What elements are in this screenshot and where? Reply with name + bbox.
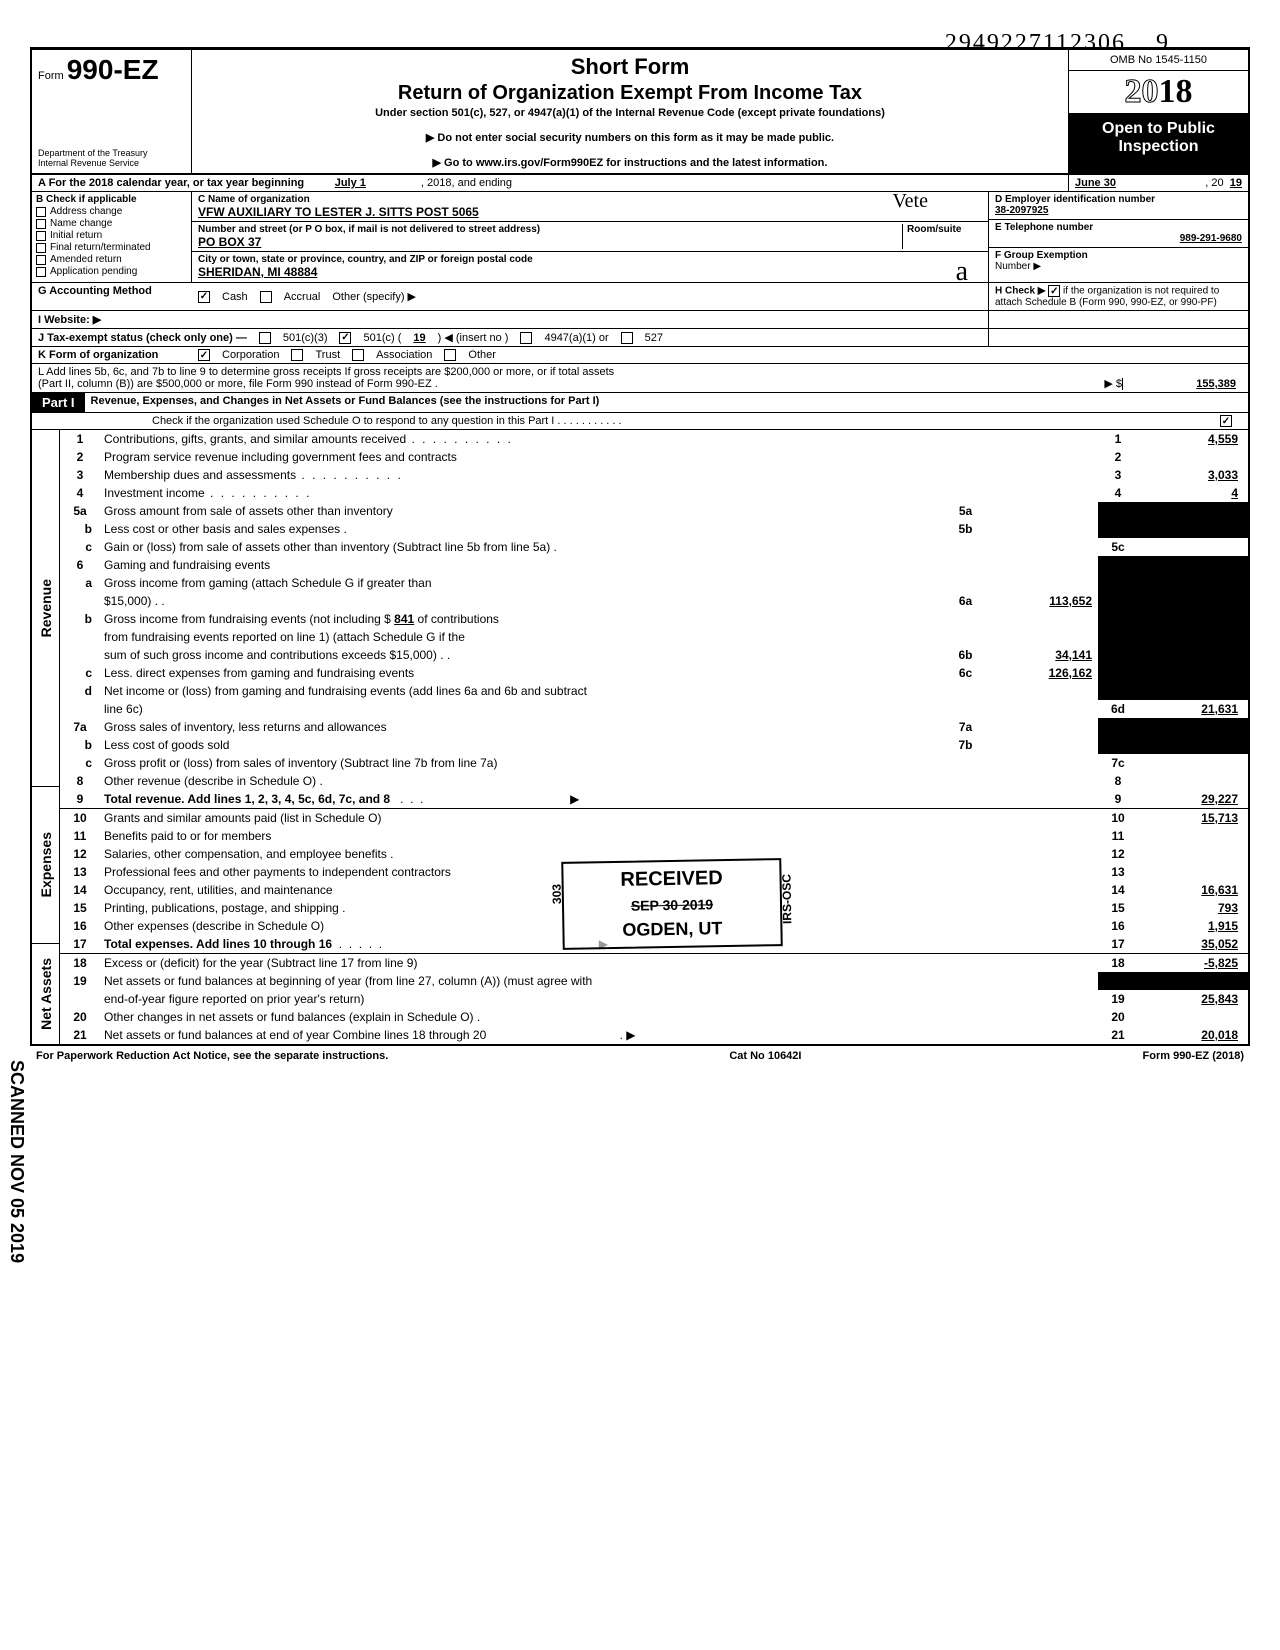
part1-header: Part I Revenue, Expenses, and Changes in… — [32, 393, 1248, 413]
expenses-label: Expenses — [36, 828, 56, 901]
return-title: Return of Organization Exempt From Incom… — [202, 82, 1058, 105]
gross-receipts: 155,389 — [1122, 378, 1242, 390]
lines-table: 1Contributions, gifts, grants, and simil… — [60, 430, 1248, 1044]
arrow-line-2: ▶ Go to www.irs.gov/Form990EZ for instru… — [202, 156, 1058, 169]
tax-year: 2018 — [1068, 71, 1248, 114]
lines-section: Revenue Expenses Net Assets 1Contributio… — [32, 430, 1248, 1044]
revenue-label: Revenue — [36, 575, 56, 641]
org-name: VFW AUXILIARY TO LESTER J. SITTS POST 50… — [198, 205, 479, 219]
block-b: B Check if applicable Address change Nam… — [32, 192, 1248, 283]
po-box: PO BOX 37 — [198, 235, 261, 249]
form-number: Form 990-EZ — [38, 54, 185, 86]
handwritten-a: a — [956, 256, 968, 288]
row-a: A For the 2018 calendar year, or tax yea… — [32, 175, 1248, 192]
header-right: OMB No 1545-1150 2018 Open to Public Ins… — [1068, 50, 1248, 173]
right-ids: D Employer identification number 38-2097… — [988, 192, 1248, 282]
row-h: H Check ▶ ✓ if the organization is not r… — [988, 283, 1248, 310]
header-center: Short Form Return of Organization Exempt… — [192, 50, 1068, 173]
row-i: I Website: ▶ — [32, 311, 1248, 329]
scanned-stamp: SCANNED NOV 05 2019 — [6, 1060, 27, 1263]
org-info: C Name of organization Vete VFW AUXILIAR… — [192, 192, 988, 282]
part1-check: Check if the organization used Schedule … — [32, 413, 1248, 430]
calendar-year: A For the 2018 calendar year, or tax yea… — [32, 175, 1068, 191]
footer: For Paperwork Reduction Act Notice, see … — [30, 1046, 1250, 1066]
dept-treasury: Department of the Treasury Internal Reve… — [38, 149, 185, 169]
city-state-zip: SHERIDAN, MI 48884 — [198, 265, 317, 279]
row-g: G Accounting Method ✓Cash Accrual Other … — [32, 283, 1248, 311]
received-stamp: RECEIVED SEP 30 2019 OGDEN, UT 303 IRS-O… — [561, 858, 783, 950]
accrual-checkbox — [260, 291, 272, 303]
arrow-line-1: ▶ Do not enter social security numbers o… — [202, 131, 1058, 144]
short-form-title: Short Form — [202, 54, 1058, 80]
check-if-applicable: B Check if applicable Address change Nam… — [32, 192, 192, 282]
row-l: L Add lines 5b, 6c, and 7b to line 9 to … — [32, 364, 1248, 393]
header: Form 990-EZ Department of the Treasury I… — [32, 50, 1248, 175]
row-j: J Tax-exempt status (check only one) — 5… — [32, 329, 1248, 347]
cash-checkbox: ✓ — [198, 291, 210, 303]
omb-number: OMB No 1545-1150 — [1068, 50, 1248, 71]
header-left: Form 990-EZ Department of the Treasury I… — [32, 50, 192, 173]
netassets-label: Net Assets — [36, 954, 56, 1034]
year-ending: June 30 , 20 19 — [1068, 175, 1248, 191]
ein: 38-2097925 — [995, 205, 1048, 216]
row-k: K Form of organization ✓Corporation Trus… — [32, 347, 1248, 364]
open-to-public: Open to Public Inspection — [1068, 114, 1248, 173]
form-990ez: Form 990-EZ Department of the Treasury I… — [30, 47, 1250, 1046]
handwritten-vete: Vete — [892, 190, 928, 213]
subtitle: Under section 501(c), 527, or 4947(a)(1)… — [202, 107, 1058, 119]
phone: 989-291-9680 — [1180, 233, 1242, 244]
